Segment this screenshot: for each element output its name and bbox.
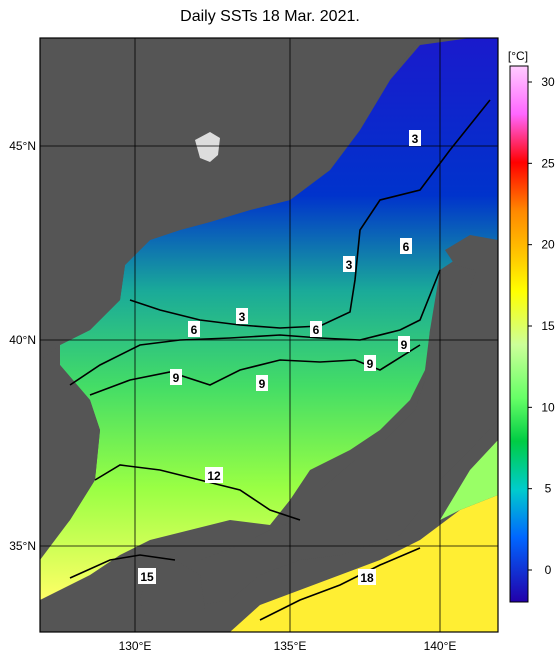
contour-label: 6 xyxy=(400,238,412,254)
lon-label-140: 140°E xyxy=(424,639,457,653)
colorbar-bar xyxy=(509,65,529,603)
lon-label-135: 135°E xyxy=(274,639,307,653)
contour-label: 3 xyxy=(236,308,248,324)
honshu-land xyxy=(180,260,498,605)
colorbar: [°C] 30 25 20 15 10 5 0 xyxy=(508,49,555,603)
svg-text:9: 9 xyxy=(367,357,374,371)
colorbar-tick-label: 20 xyxy=(541,238,555,252)
svg-text:6: 6 xyxy=(191,323,198,337)
contour-label: 9 xyxy=(398,336,410,352)
contour-label: 9 xyxy=(170,369,182,385)
contour-lines xyxy=(69,99,491,621)
svg-text:9: 9 xyxy=(401,338,408,352)
contour-label: 12 xyxy=(205,467,223,483)
map-body xyxy=(40,38,498,632)
pacific-region-green xyxy=(440,440,498,520)
contour-label: 6 xyxy=(188,321,200,337)
lat-label-40: 40°N xyxy=(9,333,36,347)
contour-labels: 3 3 3 6 6 6 9 9 9 9 12 15 18 xyxy=(138,130,421,585)
kyushu-land xyxy=(140,560,205,632)
map-frame xyxy=(39,37,499,633)
svg-text:12: 12 xyxy=(207,469,221,483)
lat-lon-grid xyxy=(40,38,498,632)
hokkaido-land xyxy=(445,235,498,270)
korea-land xyxy=(40,365,100,555)
svg-text:3: 3 xyxy=(412,132,419,146)
sea-region xyxy=(40,38,498,600)
contour-label: 15 xyxy=(138,568,156,584)
colorbar-tick-label: 15 xyxy=(541,319,555,333)
svg-text:3: 3 xyxy=(239,310,246,324)
colorbar-ticks: 30 25 20 15 10 5 0 xyxy=(528,75,555,577)
colorbar-tick-label: 30 xyxy=(541,75,555,89)
contour-label: 3 xyxy=(343,256,355,272)
svg-text:9: 9 xyxy=(173,371,180,385)
lat-label-35: 35°N xyxy=(9,539,36,553)
lat-label-45: 45°N xyxy=(9,139,36,153)
map-title: Daily SSTs 18 Mar. 2021. xyxy=(180,8,360,25)
contour-label: 6 xyxy=(310,321,322,337)
contour-label: 3 xyxy=(409,130,421,146)
contour-label: 9 xyxy=(256,375,268,391)
lake-khanka xyxy=(195,132,220,162)
svg-text:18: 18 xyxy=(360,571,374,585)
svg-text:6: 6 xyxy=(313,323,320,337)
colorbar-unit: [°C] xyxy=(508,49,528,63)
svg-text:9: 9 xyxy=(259,377,266,391)
svg-text:3: 3 xyxy=(346,258,353,272)
pacific-region xyxy=(230,495,498,632)
colorbar-tick-label: 25 xyxy=(541,156,555,170)
contour-label: 9 xyxy=(364,355,376,371)
svg-text:6: 6 xyxy=(403,240,410,254)
svg-text:15: 15 xyxy=(140,570,154,584)
contour-label: 18 xyxy=(358,569,376,585)
colorbar-tick-label: 10 xyxy=(541,400,555,414)
colorbar-tick-label: 0 xyxy=(545,563,552,577)
lon-label-130: 130°E xyxy=(119,639,152,653)
colorbar-tick-label: 5 xyxy=(545,482,552,496)
